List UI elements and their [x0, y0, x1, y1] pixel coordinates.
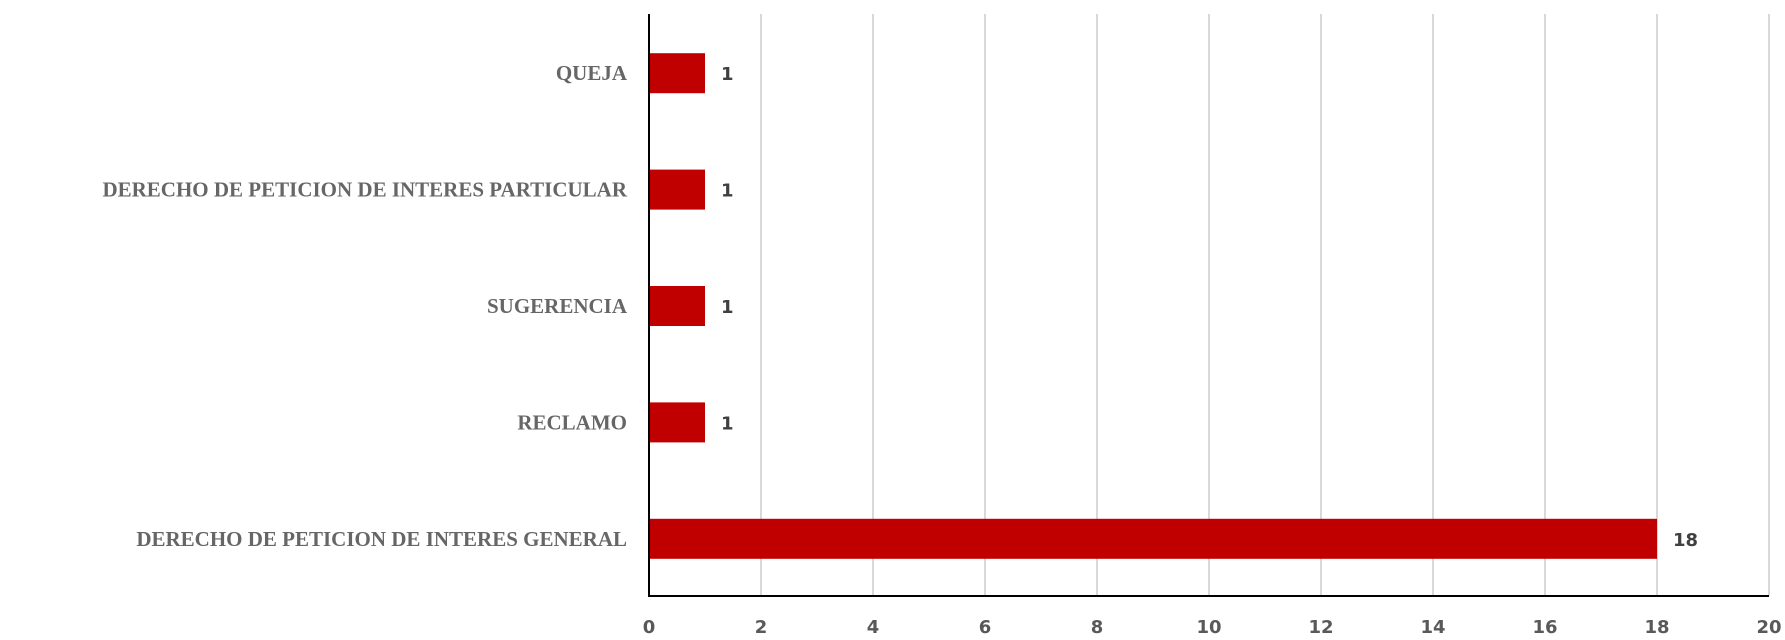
x-tick-label-4: 4 [867, 617, 880, 638]
x-tick-label-12: 12 [1308, 617, 1333, 638]
bar-1 [649, 169, 705, 210]
x-tick-label-16: 16 [1532, 617, 1557, 638]
data-label-0: 1 [721, 64, 734, 85]
data-label-1: 1 [721, 181, 734, 202]
category-label-4: DERECHO DE PETICION DE INTERES GENERAL [136, 527, 627, 551]
x-tick-label-0: 0 [643, 617, 656, 638]
bar-0 [649, 53, 705, 94]
bars [649, 53, 1657, 559]
bar-2 [649, 286, 705, 326]
data-label-2: 1 [721, 297, 734, 318]
x-tick-label-14: 14 [1420, 617, 1445, 638]
labels: 0 2 4 6 8 10 12 14 16 18 20 QUEJA 1 DERECHO DE PETICI… [102, 61, 1781, 638]
axes [648, 14, 1769, 597]
x-tick-label-2: 2 [755, 617, 768, 638]
x-tick-label-20: 20 [1756, 617, 1781, 638]
category-label-0: QUEJA [556, 61, 628, 85]
category-label-3: RECLAMO [517, 410, 627, 434]
x-tick-label-10: 10 [1196, 617, 1221, 638]
x-tick-label-18: 18 [1644, 617, 1669, 638]
data-label-3: 1 [721, 413, 734, 434]
data-label-4: 18 [1673, 530, 1698, 551]
bar-4 [649, 518, 1657, 559]
bar-3 [649, 402, 705, 443]
x-tick-label-6: 6 [979, 617, 992, 638]
x-tick-label-8: 8 [1091, 617, 1104, 638]
category-label-1: DERECHO DE PETICION DE INTERES PARTICULA… [102, 178, 627, 202]
gridlines [760, 14, 1770, 596]
category-label-2: SUGERENCIA [487, 294, 628, 318]
